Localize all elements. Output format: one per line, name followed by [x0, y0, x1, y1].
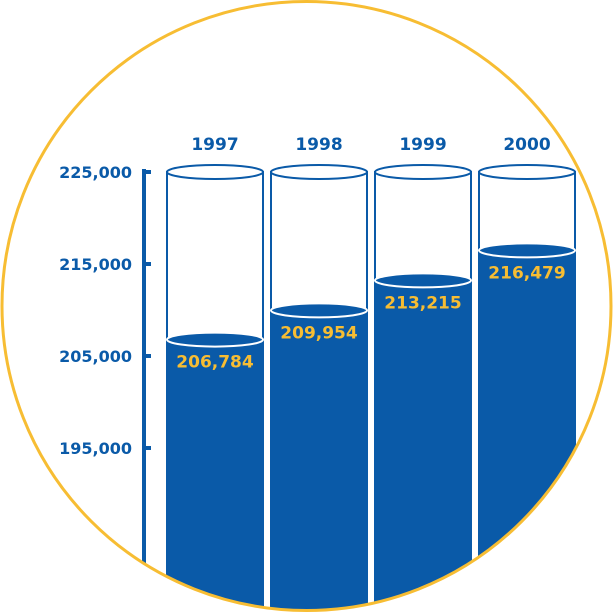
category-label: 1999	[399, 135, 446, 155]
category-label: 2000	[503, 135, 550, 155]
y-tick-label: 215,000	[59, 255, 132, 274]
bar-fill	[167, 340, 263, 612]
data-label: 209,954	[280, 323, 358, 343]
bar-fill-surface	[479, 243, 575, 257]
y-tick-label: 195,000	[59, 439, 132, 458]
data-label: 213,215	[384, 293, 461, 313]
bar-fill	[479, 250, 575, 612]
data-label: 216,479	[488, 263, 565, 283]
bar-fill-surface	[167, 333, 263, 347]
cylinder-top-rim	[271, 165, 367, 179]
bar-fill	[375, 280, 471, 612]
bar-fill	[271, 310, 367, 612]
category-label: 1998	[295, 135, 342, 155]
data-label: 206,784	[176, 353, 254, 373]
cylinder-top-rim	[375, 165, 471, 179]
y-tick-label: 225,000	[59, 163, 132, 182]
category-label: 1997	[191, 135, 238, 155]
bar-fill-surface	[375, 273, 471, 287]
cylinder-top-rim	[479, 165, 575, 179]
y-tick-label: 205,000	[59, 347, 132, 366]
bar-fill-surface	[271, 303, 367, 317]
cylinder-top-rim	[167, 165, 263, 179]
